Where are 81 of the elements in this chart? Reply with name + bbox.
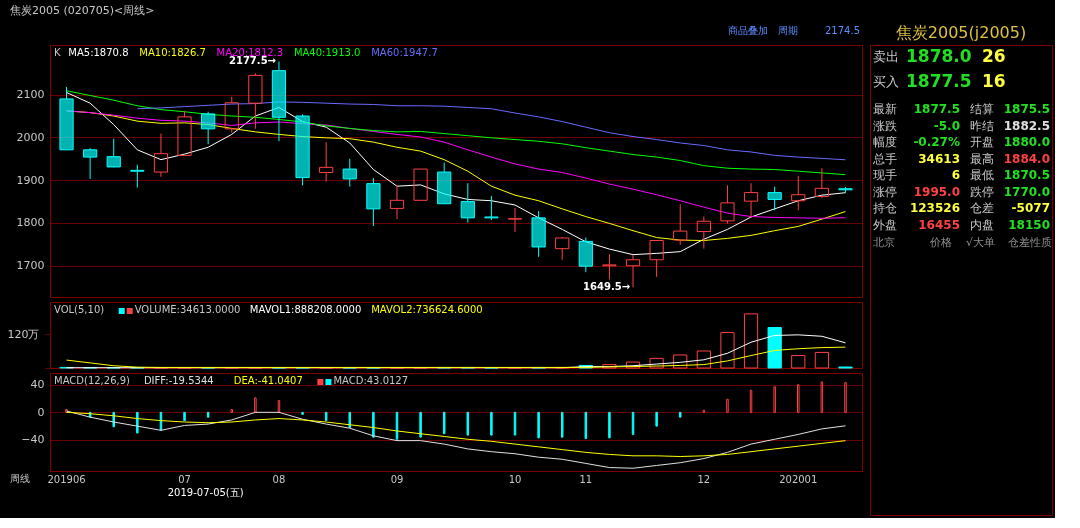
x-tick-label: 201906 [47, 473, 86, 485]
legend-title: K [54, 47, 61, 58]
text: 焦炭2005(j2005) [895, 23, 1027, 42]
text: 性质 [1029, 236, 1052, 249]
text: 周期 [778, 25, 798, 36]
legend-label: MACD:43.0127 [333, 375, 409, 386]
text: 总手 [872, 151, 897, 166]
text: MA60:1947.7 [371, 47, 438, 58]
text: 1995.0 [913, 184, 960, 199]
y-tick-label: −40 [21, 433, 45, 447]
text: 1882.5 [1003, 118, 1050, 133]
text: DIFF:-19.5344 [143, 375, 214, 386]
text: 1870.5 [1003, 168, 1050, 182]
text: 外盘 [873, 217, 897, 232]
x-tick-label: 11 [579, 473, 593, 485]
text: 持仓 [873, 201, 897, 215]
y-tick-label: 1700 [16, 259, 45, 273]
text: 最高 [970, 151, 994, 166]
text: 昨结 [970, 118, 994, 133]
text: 内盘 [970, 217, 994, 232]
text: -0.27% [913, 135, 960, 149]
x-tick-label: 08 [272, 473, 286, 485]
text: 最低 [970, 168, 994, 182]
text: 2019-07-05(五) [167, 487, 244, 498]
y-tick-label: 120万 [7, 327, 40, 341]
text: 仓差 [1008, 236, 1030, 249]
text: 涨跌 [873, 118, 897, 133]
text: 1877.5 [906, 71, 972, 91]
text: MAVOL2:736624.6000 [371, 304, 483, 315]
text: 1884.0 [1003, 151, 1050, 166]
text: MA10:1826.7 [139, 47, 206, 58]
text: 卖出 [873, 49, 899, 64]
x-axis-title: 周线 [10, 473, 30, 484]
text: 16 [982, 71, 1006, 91]
text: MA40:1913.0 [293, 47, 361, 58]
text: 开盘 [970, 135, 994, 149]
text: 1880.0 [1003, 135, 1050, 149]
y-tick-label: 2000 [16, 130, 45, 144]
y-tick-label: 40 [30, 378, 45, 392]
text: MAVOL1:888208.0000 [249, 304, 362, 315]
text: 最新 [873, 102, 897, 116]
text: 价格 [929, 236, 952, 249]
text: -5077 [1011, 201, 1050, 215]
text: 1875.5 [1003, 102, 1050, 116]
text: 26 [982, 46, 1006, 66]
text: 1877.5 [913, 102, 960, 116]
text: 仓差 [970, 201, 994, 215]
y-tick-label: 1800 [16, 216, 45, 230]
chart-title: VOL(5,10) [54, 304, 105, 315]
chart-title: MACD(12,26,9) [54, 375, 131, 386]
y-tick-label: 1900 [16, 173, 45, 187]
text: 6 [951, 168, 960, 182]
text: -5.0 [933, 118, 960, 133]
text: 1878.0 [906, 46, 972, 66]
text: 123526 [909, 201, 960, 215]
x-tick-label: 07 [178, 473, 191, 485]
y-tick-label: 2100 [16, 88, 45, 102]
text: 1770.0 [1003, 184, 1050, 199]
text: √大单 [966, 236, 996, 249]
x-tick-label: 09 [390, 473, 404, 485]
text: 幅度 [873, 135, 897, 149]
x-tick-label: 10 [508, 473, 522, 485]
chart-title: 焦炭2005 (020705)<周线> [10, 4, 155, 17]
y-tick-label: 0 [37, 405, 45, 419]
text: 北京 [873, 236, 895, 249]
text: 2174.5 [825, 25, 860, 36]
x-tick-label: 12 [697, 473, 711, 485]
text: 16455 [918, 217, 960, 232]
text: 商品叠加 [728, 25, 768, 36]
legend-label: VOLUME:34613.0000 [134, 304, 241, 315]
text: 18150 [1008, 217, 1050, 232]
text: 涨停 [873, 184, 897, 199]
text: 34613 [918, 151, 960, 166]
annotation: 1649.5→ [583, 281, 631, 293]
text: 买入 [873, 74, 899, 89]
text: 跌停 [970, 184, 994, 199]
text: MA5:1870.8 [68, 47, 129, 58]
text: 现手 [873, 168, 897, 182]
text: 结算 [970, 102, 994, 116]
x-tick-label: 202001 [779, 473, 818, 485]
text: DEA:-41.0407 [233, 375, 303, 386]
